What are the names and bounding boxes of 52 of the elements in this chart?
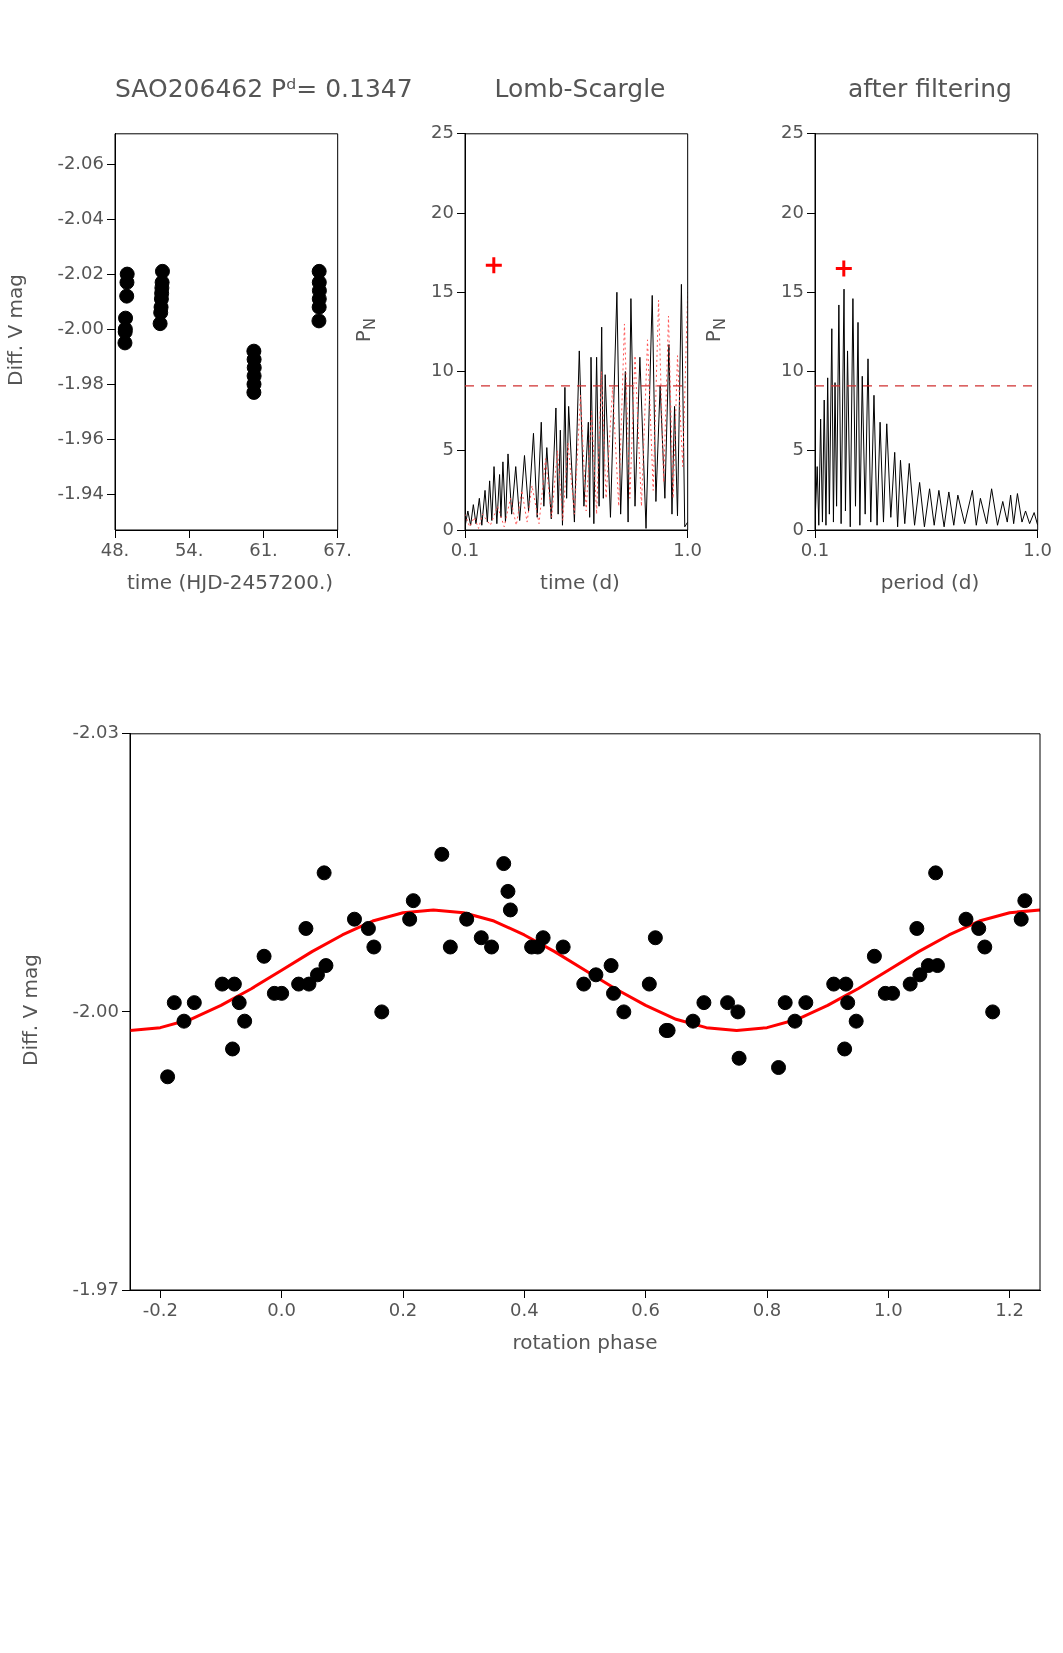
y-tick-label: -2.00: [72, 999, 119, 1021]
x-tick-label: 1.0: [673, 539, 703, 561]
y-tick-label: 25: [431, 121, 454, 143]
x-axis-title: time (HJD-2457200.): [125, 570, 335, 594]
y-tick-label: 10: [781, 359, 804, 381]
y-tick-label: -1.94: [57, 481, 104, 503]
y-tick-label: 25: [781, 121, 804, 143]
x-tick-label: 0.0: [267, 1299, 296, 1321]
x-tick-label: 0.1: [450, 539, 480, 561]
y-axis-title: Diff. V mag: [18, 954, 42, 1066]
x-tick-label: 61.: [249, 539, 278, 561]
x-tick-label: 1.0: [1023, 539, 1053, 561]
point: [311, 263, 327, 279]
x-tick-label: 54.: [174, 539, 204, 561]
x-tick-label: 0.6: [631, 1299, 660, 1321]
chart-title: after filtering: [847, 74, 1013, 103]
x-tick-label: 0.8: [752, 1299, 782, 1321]
y-tick-label: -2.04: [57, 206, 104, 228]
y-tick-label: 15: [431, 279, 454, 301]
y-tick-label: 5: [442, 438, 454, 460]
x-axis-title: rotation phase: [511, 1330, 659, 1354]
y-tick-label: -1.98: [57, 371, 104, 393]
x-axis-title: period (d): [879, 570, 981, 594]
x-tick-label: -0.2: [142, 1299, 178, 1321]
x-tick-label: 0.2: [388, 1299, 418, 1321]
y-tick-label: 20: [431, 200, 454, 222]
y-axis-title: Diff. V mag: [3, 274, 27, 386]
y-tick-label: 10: [431, 359, 454, 381]
x-axis-title: time (d): [539, 570, 621, 594]
y-tick-label: -2.03: [72, 721, 119, 743]
x-tick-label: 0.4: [510, 1299, 539, 1321]
y-tick-label: 0: [442, 517, 454, 539]
point: [118, 310, 134, 326]
x-tick-label: 0.1: [800, 539, 830, 561]
y-tick-label: -2.00: [57, 316, 104, 338]
x-tick-label: 1.2: [995, 1299, 1024, 1321]
point: [154, 263, 170, 279]
x-tick-label: 67.: [323, 539, 353, 561]
point: [119, 288, 135, 304]
y-tick-label: 5: [792, 438, 804, 460]
y-tick-label: 20: [781, 200, 804, 222]
y-tick-label: 0: [792, 517, 804, 539]
y-tick-label: 15: [781, 279, 804, 301]
x-tick-label: 48.: [100, 539, 130, 561]
chart-title: SAO206462 Pᵈ= 0.1347: [115, 74, 413, 103]
y-tick-label: -2.02: [57, 261, 104, 283]
x-tick-label: 1.0: [874, 1299, 903, 1321]
point: [311, 313, 327, 329]
y-tick-label: -1.97: [72, 1277, 119, 1299]
chart-title: Lomb-Scargle: [493, 74, 667, 103]
y-tick-label: -1.96: [57, 426, 104, 448]
y-tick-label: -2.06: [57, 151, 104, 173]
